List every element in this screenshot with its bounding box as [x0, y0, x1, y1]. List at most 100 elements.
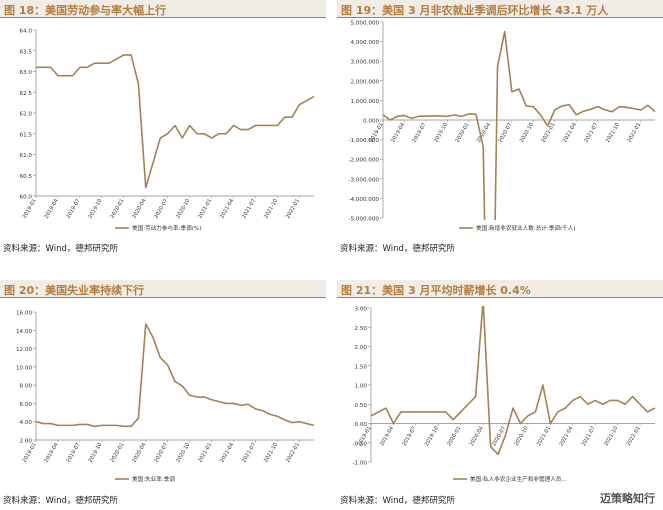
y-tick-label: -3,000.000 [349, 177, 380, 183]
x-tick-label: 2019-07 [412, 122, 428, 144]
y-tick-label: -1,000.000 [349, 138, 380, 144]
x-tick-label: 2021-10 [263, 198, 279, 220]
x-tick-label: 2021-04 [562, 121, 578, 143]
y-tick-label: 3.00 [355, 307, 368, 313]
x-tick-label: 2019-04 [390, 121, 406, 143]
chart-title: 图 20：美国失业率持续下行 [4, 284, 145, 297]
x-tick-label: 2020-07 [153, 442, 169, 464]
legend-label: 美国:失业率:季调 [132, 475, 175, 483]
x-tick-label: 2020-01 [446, 426, 462, 448]
x-tick-label: 2020-04 [131, 441, 147, 463]
x-tick-label: 2021-07 [241, 442, 257, 464]
y-tick-label: 0.50 [355, 403, 368, 409]
chart-panel-hourly-earnings: 图 21：美国 3 月平均时薪增长 0.4% -1.00 -0.50 0.00 0.5… [337, 280, 663, 510]
y-tick-label: 63.0 [20, 70, 33, 76]
x-tick-label: 2021-01 [536, 426, 552, 448]
y-tick-label: 2.00 [20, 439, 33, 445]
y-tick-label: 60.0 [20, 195, 33, 201]
x-tick-label: 2021-07 [581, 426, 597, 448]
x-tick-label: 2019-01 [22, 442, 38, 464]
x-tick-label: 2019-04 [379, 425, 395, 447]
y-tick-label: -1.00 [353, 461, 368, 467]
x-tick-label: 2020-04 [131, 197, 147, 219]
x-tick-label: 2021-04 [558, 425, 574, 447]
x-tick-label: 2020-01 [455, 122, 471, 144]
y-tick-label: 2.00 [355, 345, 368, 351]
y-tick-label: 6.00 [20, 402, 33, 408]
y-tick-label: 62.0 [20, 112, 33, 118]
chart-hourly-earnings: -1.00 -0.50 0.00 0.50 1.00 1.50 2.00 2.50 3.00 20… [353, 306, 656, 483]
chart-title-bar: 图 20：美国失业率持续下行 [0, 280, 326, 298]
y-tick-label: 64.0 [20, 29, 33, 35]
y-tick-label: 61.5 [20, 132, 33, 138]
y-tick-label: 2,000.000 [351, 79, 380, 85]
y-tick-label: -0.50 [353, 441, 368, 447]
y-tick-label: 12.00 [16, 347, 32, 353]
source-note: 资料来源：Wind，德邦研究所 [340, 244, 455, 254]
y-tick-label: 60.5 [20, 174, 33, 180]
y-tick-label: 4.00 [20, 420, 33, 426]
y-tick-label: 61.0 [20, 153, 33, 159]
x-tick-label: 2020-10 [175, 198, 191, 220]
x-tick-label: 2019-07 [66, 198, 82, 220]
chart-title-bar: 图 21：美国 3 月平均时薪增长 0.4% [337, 280, 663, 298]
legend-label: 美国:劳动力参与率:季调(%) [132, 224, 201, 232]
x-tick-label: 2021-07 [583, 122, 599, 144]
y-tick-label: 4,000.000 [351, 40, 380, 46]
chart-title: 图 21：美国 3 月平均时薪增长 0.4% [341, 284, 531, 297]
y-tick-label: 10.00 [16, 365, 32, 371]
x-tick-label: 2020-07 [498, 122, 514, 144]
y-tick-label: 14.00 [16, 329, 32, 335]
y-tick-label: -4,000.000 [349, 197, 380, 203]
y-tick-label: 63.5 [20, 49, 33, 55]
series-line [371, 306, 656, 456]
x-tick-label: 2020-10 [514, 426, 530, 448]
y-tick-label: 0.00 [355, 422, 368, 428]
legend-label: 美国:私人非农企业生产和非管理人员... [470, 475, 567, 483]
y-tick-label: -2,000.000 [349, 158, 380, 164]
series-line [383, 30, 656, 220]
y-tick-label: 1.50 [355, 364, 368, 370]
chart-title-bar: 图 19：美国 3 月非农就业季调后环比增长 43.1 万人 [337, 0, 663, 18]
legend-label: 美国:新增非农就业人数:总计:季调(千人) [476, 224, 576, 232]
y-tick-label: 3,000.000 [351, 60, 380, 66]
chart-unemployment: 2.00 4.00 6.00 8.00 10.00 12.00 14.00 16.00 2019… [16, 311, 315, 483]
y-tick-label: -5,000.000 [349, 217, 380, 223]
y-tick-label: 2.50 [355, 326, 368, 332]
series-line [36, 54, 315, 189]
x-tick-label: 2019-10 [88, 198, 104, 220]
x-tick-label: 2021-10 [603, 426, 619, 448]
x-tick-label: 2021-01 [197, 442, 213, 464]
y-tick-label: 8.00 [20, 384, 33, 390]
x-tick-label: 2021-01 [197, 198, 213, 220]
source-note: 资料来源：Wind，德邦研究所 [3, 244, 118, 254]
y-tick-label: 1,000.000 [351, 99, 380, 105]
x-tick-label: 2020-10 [175, 442, 191, 464]
x-tick-label: 2021-10 [605, 122, 621, 144]
y-tick-label: 1.00 [355, 384, 368, 390]
x-tick-label: 2019-07 [402, 426, 418, 448]
x-tick-label: 2020-04 [469, 425, 485, 447]
chart-nonfarm-payrolls: -5,000.000 -4,000.000 -3,000.000 -2,000.000… [349, 21, 656, 232]
x-tick-label: 2020-07 [153, 198, 169, 220]
chart-panel-unemployment: 图 20：美国失业率持续下行 2.00 4.00 6.00 8.00 10.00 12.0… [0, 280, 326, 510]
x-tick-label: 2021-04 [219, 197, 235, 219]
x-tick-label: 2021-07 [241, 198, 257, 220]
y-tick-label: 62.5 [20, 91, 33, 97]
x-tick-label: 2019-04 [44, 197, 60, 219]
x-tick-label: 2022-01 [285, 442, 301, 464]
series-line [36, 323, 315, 428]
x-tick-label: 2022-01 [626, 426, 642, 448]
chart-title: 图 18：美国劳动参与率大幅上行 [4, 4, 167, 17]
chart-panel-nonfarm-payrolls: 图 19：美国 3 月非农就业季调后环比增长 43.1 万人 -5,000.00… [337, 0, 663, 255]
x-tick-label: 2020-10 [519, 122, 535, 144]
chart-panel-labor-participation: 图 18：美国劳动参与率大幅上行 60.0 60.5 61.0 61.5 62.0 62.… [0, 0, 326, 255]
x-tick-label: 2022-01 [285, 198, 301, 220]
source-note: 资料来源：Wind，德邦研究所 [3, 496, 118, 506]
y-tick-label: 0.000 [363, 119, 379, 125]
watermark: 迈策略知行 [600, 492, 655, 505]
x-tick-label: 2019-10 [88, 442, 104, 464]
x-tick-label: 2019-10 [433, 122, 449, 144]
x-tick-label: 2019-01 [22, 198, 38, 220]
source-note: 资料来源：Wind，德邦研究所 [340, 496, 455, 506]
